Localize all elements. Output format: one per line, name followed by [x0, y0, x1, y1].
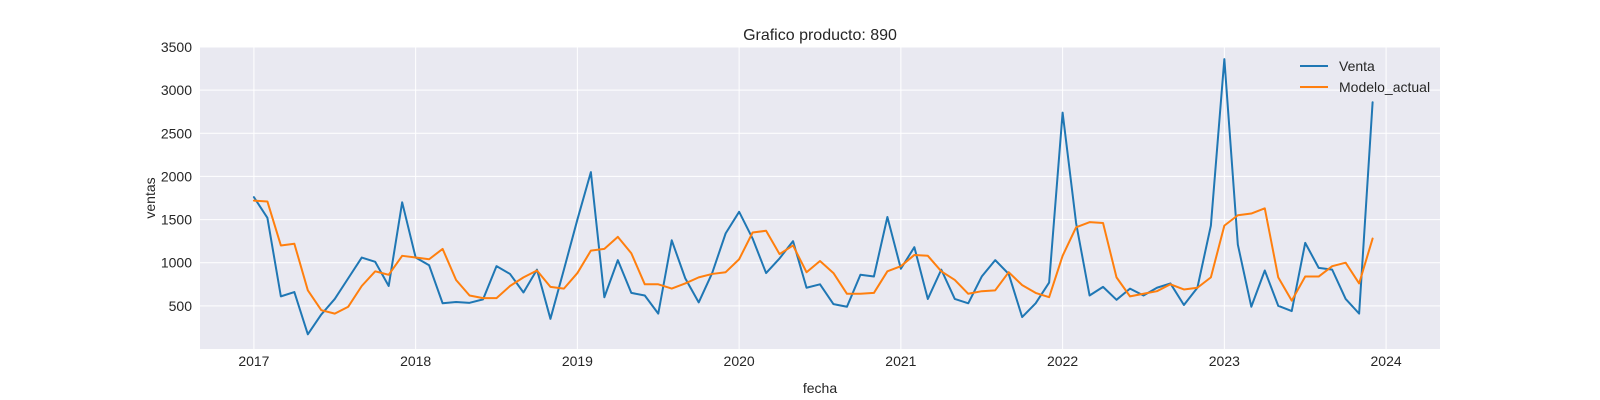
- legend: Venta Modelo_actual: [1300, 58, 1430, 95]
- y-tick-labels: 500 1000 1500 2000 2500 3000 3500: [161, 39, 192, 314]
- y-tick-label: 3000: [161, 82, 192, 98]
- y-tick-label: 2500: [161, 125, 192, 141]
- x-tick-label: 2019: [562, 353, 593, 369]
- y-tick-label: 3500: [161, 39, 192, 55]
- y-tick-label: 1500: [161, 212, 192, 228]
- x-tick-label: 2021: [885, 353, 916, 369]
- x-tick-label: 2018: [400, 353, 431, 369]
- series-line-modelo-actual: [252, 199, 1374, 315]
- x-axis-label: fecha: [803, 380, 837, 396]
- x-tick-label: 2023: [1209, 353, 1240, 369]
- plot-background: [200, 47, 1440, 349]
- y-axis-label: ventas: [142, 177, 158, 218]
- chart-title: Grafico producto: 890: [743, 27, 897, 44]
- y-tick-label: 2000: [161, 168, 192, 184]
- y-tick-label: 1000: [161, 255, 192, 271]
- y-tick-label: 500: [169, 298, 193, 314]
- x-tick-label: 2017: [238, 353, 269, 369]
- x-tick-label: 2022: [1047, 353, 1078, 369]
- legend-label: Modelo_actual: [1339, 79, 1430, 95]
- legend-label: Venta: [1339, 58, 1375, 74]
- series-layer: [252, 58, 1374, 336]
- x-tick-label: 2020: [724, 353, 755, 369]
- x-tick-label: 2024: [1371, 353, 1402, 369]
- x-tick-labels: 2017 2018 2019 2020 2021 2022 2023 2024: [238, 353, 1402, 369]
- series-line-venta: [252, 58, 1374, 336]
